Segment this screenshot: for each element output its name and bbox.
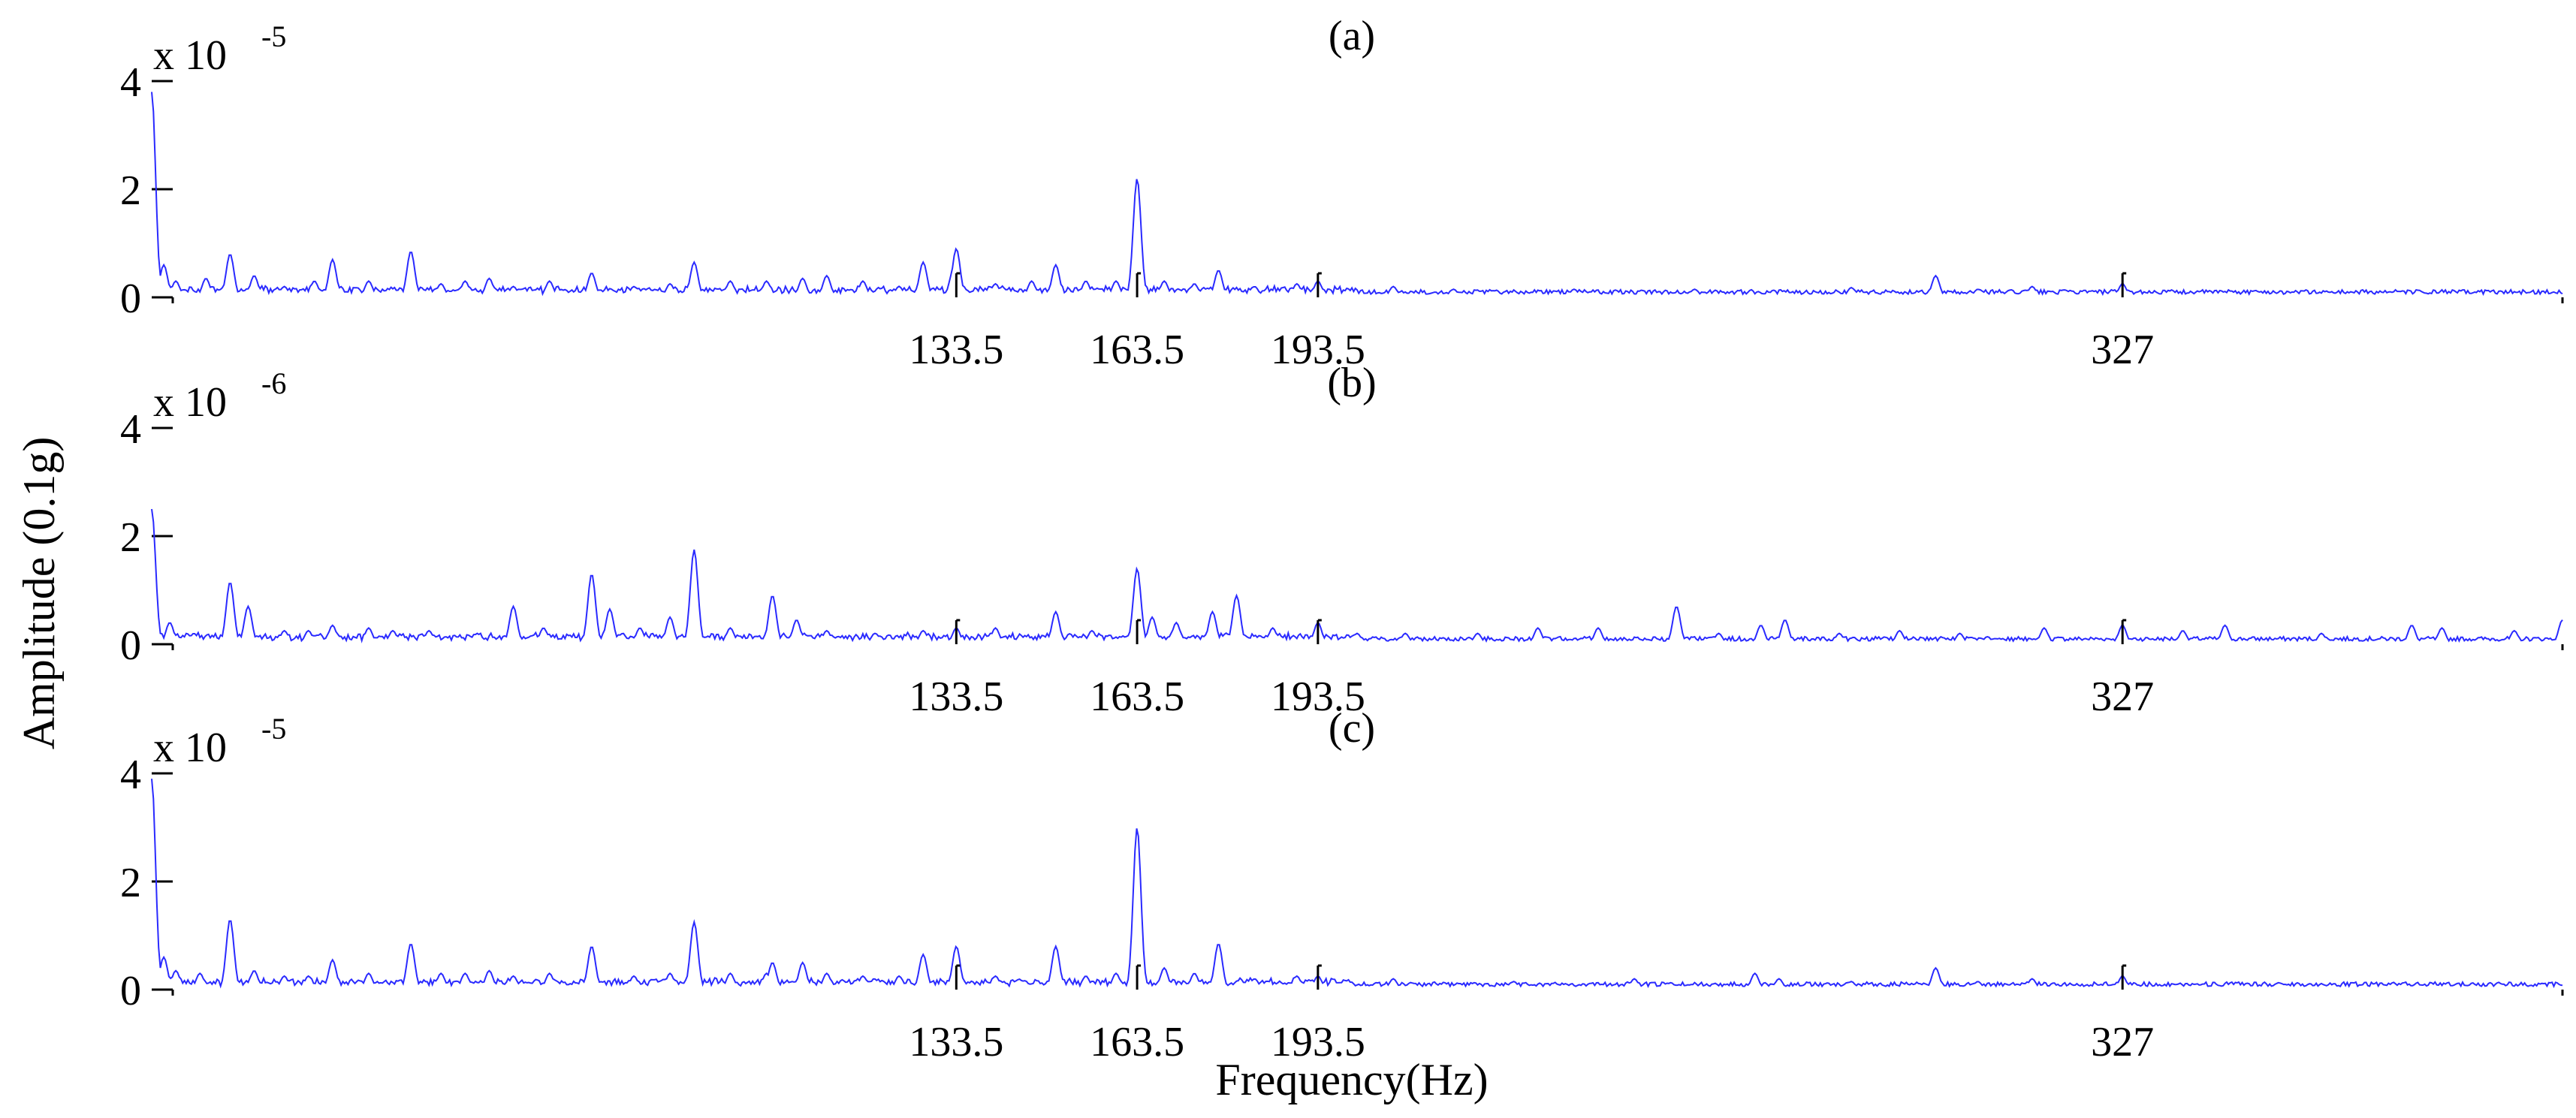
spectrum-line (151, 92, 2563, 297)
scale-exponent: -5 (261, 20, 286, 53)
y-tick-label: 2 (120, 167, 141, 214)
x-tick-label: 193.5 (1271, 674, 1365, 720)
panel-c: (c) x 10 -5 0 2 4 133.5 163.5 193.5 327 (120, 705, 2564, 1065)
y-tick-label: 0 (120, 968, 141, 1014)
x-tick-label: 163.5 (1090, 1019, 1184, 1065)
panels-group: (a) x 10 -5 0 2 4 133.5 163.5 193.5 327 (b) x 10 -6 0… (120, 13, 2564, 1065)
y-axis-label: Amplitude (0.1g) (14, 437, 64, 750)
spectrum-line (151, 508, 2563, 643)
panel-title: (b) (1327, 360, 1376, 406)
y-tick-label: 0 (120, 276, 141, 322)
y-tick-label: 4 (120, 59, 141, 106)
y-tick-label: 0 (120, 622, 141, 669)
x-tick-label: 193.5 (1271, 1019, 1365, 1065)
y-tick-label: 2 (120, 514, 141, 561)
scale-multiplier: x 10 (153, 379, 227, 426)
panel-a: (a) x 10 -5 0 2 4 133.5 163.5 193.5 327 (120, 13, 2564, 373)
x-tick-label: 163.5 (1090, 674, 1184, 720)
x-tick-label: 133.5 (909, 674, 1003, 720)
x-tick-label: 133.5 (909, 327, 1003, 373)
x-axis-label: Frequency(Hz) (1215, 1055, 1488, 1104)
scale-multiplier: x 10 (153, 725, 227, 771)
panel-title: (c) (1329, 705, 1375, 752)
x-tick-label: 163.5 (1090, 327, 1184, 373)
panel-title: (a) (1329, 13, 1375, 59)
x-tick-label: 327 (2091, 1019, 2154, 1065)
scale-multiplier: x 10 (153, 32, 227, 79)
y-tick-label: 4 (120, 752, 141, 798)
x-tick-label: 327 (2091, 674, 2154, 720)
x-tick-label: 193.5 (1271, 327, 1365, 373)
y-tick-label: 2 (120, 860, 141, 906)
spectrum-line (151, 779, 2563, 989)
y-tick-label: 4 (120, 406, 141, 453)
scale-exponent: -6 (261, 366, 286, 400)
panel-b: (b) x 10 -6 0 2 4 133.5 163.5 193.5 327 (120, 360, 2564, 720)
scale-exponent: -5 (261, 712, 286, 746)
x-tick-label: 327 (2091, 327, 2154, 373)
x-tick-label: 133.5 (909, 1019, 1003, 1065)
